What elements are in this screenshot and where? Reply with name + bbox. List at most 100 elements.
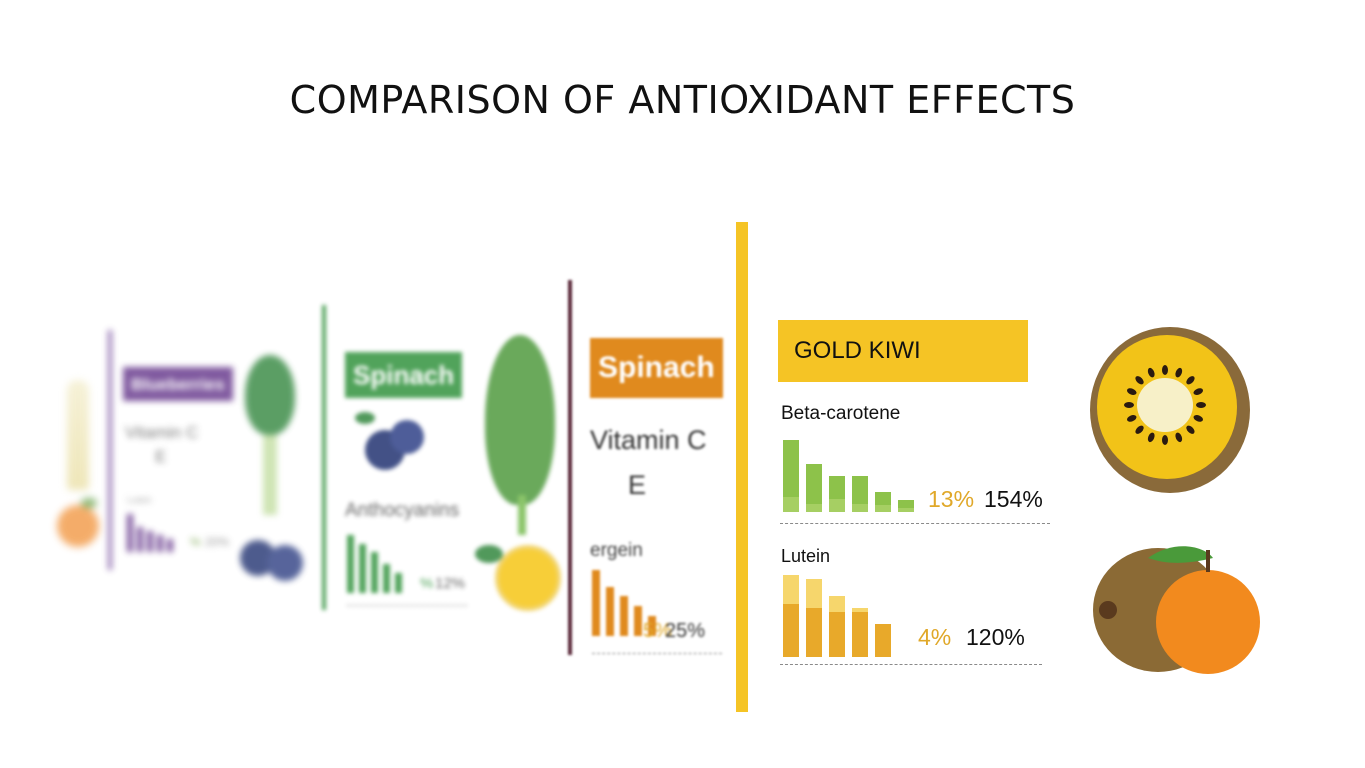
bar [167,539,173,552]
percent-a: % [190,535,201,549]
row-divider [347,605,467,606]
bar [783,440,799,512]
spinach-leaf-illustration [485,335,555,505]
percent-a: 4% [918,624,952,650]
nutrient-label: Beta-carotene [781,403,901,424]
bar-group [783,575,903,657]
bar [648,616,656,636]
percent-a: % [420,575,434,592]
panel-spinach-green: Spinach Anthocyanins % 12% [320,300,565,620]
nutrient-label: Anthocyanins [345,500,460,521]
orange-fruit [1156,570,1260,674]
panel-label: Spinach [345,352,463,398]
kiwi-seed [1196,402,1206,408]
panel-divider [322,305,326,610]
featured-divider [736,222,748,712]
bar [875,624,891,657]
bar [806,464,822,512]
kiwi-seed [1162,435,1168,445]
nutrient-label: Vitamin C [590,425,707,455]
panel-spinach-orange: Spinach Vitamin C E ergein 5% 25% [565,280,735,660]
bar [875,505,891,512]
bar [829,611,845,657]
orange-leaf-icon [81,498,97,508]
kiwi-seed [1147,432,1155,443]
panel-divider [108,330,112,570]
bar [806,607,822,657]
leaf-icon [355,412,375,424]
stem-illustration [518,495,526,535]
bar [157,535,163,552]
bar [829,499,845,512]
kiwi-orange-illustration [1093,546,1260,674]
nutrient-label: E [628,470,647,500]
row-divider [780,664,1042,665]
percent-b: 12% [435,575,466,592]
kiwi-seed [1193,388,1204,395]
bar [783,496,799,512]
kiwi-seed [1175,367,1183,378]
blueberries-illustration [390,420,424,454]
kiwi-seed [1193,415,1204,422]
bar-group [783,432,914,512]
bar [898,507,914,512]
leaf-icon [475,545,503,563]
orange-stem [1206,550,1210,572]
bar [383,564,390,593]
kiwi-seeds [1124,365,1206,445]
kiwi-end-icon [1099,601,1117,619]
panel-label: Spinach [590,338,723,398]
bar [806,503,822,512]
bar [783,603,799,657]
bar-group [347,535,417,593]
stem-illustration [263,435,277,515]
kiwi-seed [1186,425,1195,434]
bar [359,543,366,593]
bar [852,476,868,512]
kiwi-seed [1135,425,1144,434]
gold-kiwi-illustration [1090,327,1250,493]
panel-divider [568,280,572,655]
bar [852,611,868,657]
small-label: ergein [590,540,643,561]
percent-b: 120% [966,624,1025,650]
orange-leaf-icon [1148,546,1213,563]
nutrient-label: Vitamin C [125,423,199,442]
bar [371,552,378,593]
nutrient-label: E [155,447,167,466]
bar [127,514,133,552]
nutrient-label: Lutein [781,546,831,566]
bar [147,531,153,552]
panel-blueberries: Blueberries Vitamin C E Lutein % 20% [105,325,315,585]
bar [137,526,143,552]
row-divider [780,523,1050,524]
kiwi-seed [1186,376,1195,385]
bar [852,503,868,512]
percent-b: 20% [205,535,230,549]
kiwi-seed [1126,388,1137,395]
percent-a: 13% [928,486,975,512]
page-title: COMPARISON OF ANTIOXIDANT EFFECTS [289,78,1076,122]
row-divider [592,653,722,654]
kiwi-seed [1162,365,1168,375]
spinach-illustration [245,355,295,435]
bar [592,570,600,636]
panel-gold-kiwi: GOLD KIWI Beta-carotene 13% 154% Lutein … [778,320,1078,670]
bar [347,535,354,593]
bar [620,596,628,636]
kiwi-core [1137,378,1193,432]
percent-b: 154% [984,486,1043,512]
kiwi-seed [1147,367,1155,378]
kiwi-seed [1135,376,1144,385]
bar [634,606,642,636]
kiwi-seed [1124,402,1134,408]
leek-illustration [67,380,89,490]
bar [395,572,402,593]
bar-group [127,510,187,552]
bar-group [592,570,672,636]
small-label: Lutein [127,495,152,505]
blueberries-illustration [267,545,303,581]
far-left-fragment [55,380,105,580]
panel-label: GOLD KIWI [778,320,1028,382]
panel-label: Blueberries [123,367,233,401]
